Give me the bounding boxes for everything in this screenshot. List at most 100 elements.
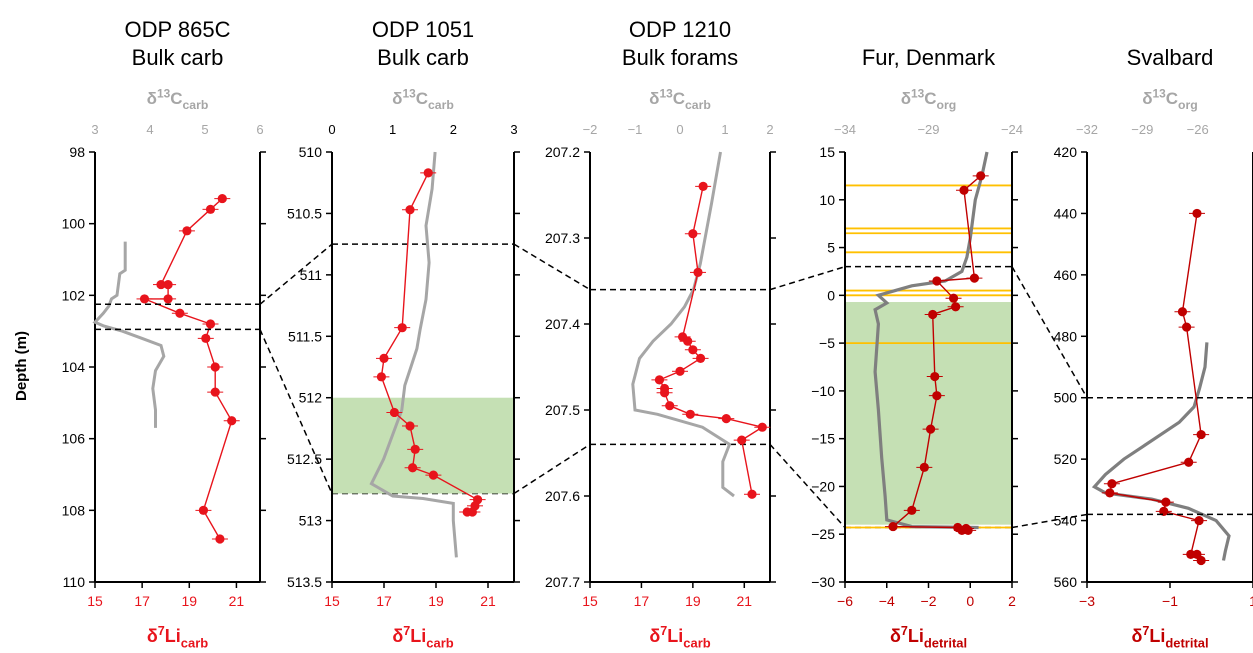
lithium-point [695, 353, 706, 363]
correlation-dash-line [769, 443, 846, 529]
lithium-point [1192, 208, 1202, 219]
bottom-tick-label: 21 [229, 593, 245, 609]
depth-tick-label: 512.5 [287, 451, 322, 467]
bottom-axis-label-symbol: Li [1149, 626, 1165, 646]
top-axis-label: δ13Corg [1142, 87, 1198, 113]
top-axis-label-prefix: δ [147, 89, 157, 108]
lithium-point [205, 319, 216, 329]
bottom-axis-label-prefix: δ [147, 626, 158, 646]
depth-tick-label: 540 [1054, 513, 1078, 529]
depth-tick-label: 511 [300, 267, 323, 283]
bottom-tick-label: −2 [921, 593, 937, 609]
lithium-point [688, 229, 698, 239]
panel-title-line-2: Bulk carb [377, 45, 469, 70]
top-tick-label: −34 [834, 122, 856, 137]
top-tick-label: 1 [389, 122, 396, 137]
bottom-axis-label-superscript: 7 [403, 624, 410, 638]
correlation-dash-line [259, 329, 333, 494]
lithium-point [217, 193, 227, 204]
top-axis-label-subscript: org [937, 98, 957, 112]
top-tick-label: 4 [146, 122, 153, 137]
top-tick-label: 3 [91, 122, 98, 137]
top-axis-label-symbol: C [170, 89, 182, 108]
top-tick-label: 6 [256, 122, 263, 137]
bottom-axis-label-subscript: detrital [924, 635, 967, 650]
depth-tick-label: 108 [62, 502, 86, 518]
bottom-axis-label: δ7Licarb [649, 624, 710, 650]
carbon-isotope-curve [1091, 342, 1231, 561]
lithium-point [693, 267, 703, 277]
lithium-point [698, 181, 708, 191]
panel-title-line-1: ODP 1210 [629, 17, 731, 42]
top-tick-label: −24 [1001, 122, 1023, 137]
lithium-point [665, 401, 675, 411]
top-tick-label: −1 [628, 122, 643, 137]
panel-5: Svalbard420440460480500520540560−3−11δ7L… [1054, 45, 1253, 650]
lithium-point [379, 353, 389, 363]
lithium-point [1177, 307, 1188, 317]
lithium-point [919, 462, 929, 472]
top-axis-label-subscript: org [1178, 98, 1198, 112]
lithium-point [737, 435, 747, 445]
lithium-point [227, 416, 237, 426]
bottom-tick-label: 21 [480, 593, 496, 609]
lithium-point [163, 294, 173, 304]
depth-tick-label: 102 [62, 287, 86, 303]
top-tick-label: 2 [766, 122, 773, 137]
lithium-point [405, 205, 415, 215]
top-axis-label-superscript: 13 [911, 87, 925, 101]
lithium-point [1196, 429, 1206, 440]
lithium-isotope-curve [658, 186, 765, 495]
lithium-point [210, 362, 220, 372]
lithium-point [1196, 555, 1206, 566]
bottom-axis-label-superscript: 7 [158, 624, 165, 638]
depth-tick-label: −5 [819, 335, 835, 351]
bottom-axis-label-subscript: carb [181, 635, 208, 650]
depth-tick-label: 207.5 [545, 402, 580, 418]
bottom-axis-label: δ7Licarb [392, 624, 453, 650]
depth-tick-label: 110 [63, 574, 86, 590]
bottom-tick-label: −4 [879, 593, 895, 609]
bottom-tick-label: 0 [966, 593, 974, 609]
lithium-point [932, 391, 942, 401]
bottom-tick-label: 17 [376, 593, 392, 609]
depth-tick-label: 512 [299, 390, 323, 406]
panel-title-line-2: Bulk carb [132, 45, 224, 70]
top-tick-label: −2 [583, 122, 598, 137]
depth-tick-label: 207.6 [545, 488, 580, 504]
lithium-point [1182, 322, 1192, 332]
lithium-point [747, 489, 757, 499]
top-tick-label: −29 [917, 122, 939, 137]
bottom-axis-label: δ7Lidetrital [1131, 624, 1208, 650]
top-tick-label: −32 [1076, 122, 1098, 137]
top-tick-label: 0 [676, 122, 683, 137]
top-axis-label: δ13Corg [901, 87, 957, 113]
depth-tick-label: 15 [819, 144, 835, 160]
depth-tick-label: 510.5 [287, 205, 322, 221]
lithium-point [205, 204, 216, 214]
panel-title-line-2: Bulk forams [622, 45, 738, 70]
lithium-point [907, 505, 917, 515]
lithium-point [888, 521, 898, 532]
lithium-point [163, 279, 173, 290]
panel-title-line-1: ODP 1051 [372, 17, 474, 42]
top-axis-label: δ13Ccarb [147, 87, 209, 113]
bottom-axis-label-prefix: δ [392, 626, 403, 646]
top-axis-label-superscript: 13 [402, 87, 416, 101]
lithium-point [1159, 506, 1169, 516]
depth-tick-label: 520 [1054, 451, 1078, 467]
top-axis-label-prefix: δ [901, 89, 911, 108]
depth-tick-label: 10 [819, 192, 835, 208]
panel-3: ODP 1210 Bulk forams 207.2 207.3 207.4 207.5 2… [545, 17, 776, 650]
depth-tick-label: 5 [827, 240, 835, 256]
top-axis-label-prefix: δ [392, 89, 402, 108]
top-axis-label-prefix: δ [649, 89, 659, 108]
bottom-axis-label-symbol: Li [667, 626, 683, 646]
panel-2: ODP 1051 Bulk carb 510 510.5 511 511.5 512 512.… [287, 17, 520, 650]
lithium-point [963, 525, 973, 536]
lithium-point [932, 276, 942, 286]
top-tick-label: −26 [1187, 122, 1209, 137]
top-axis-label-subscript: carb [685, 98, 711, 112]
top-axis-label-superscript: 13 [1153, 87, 1167, 101]
